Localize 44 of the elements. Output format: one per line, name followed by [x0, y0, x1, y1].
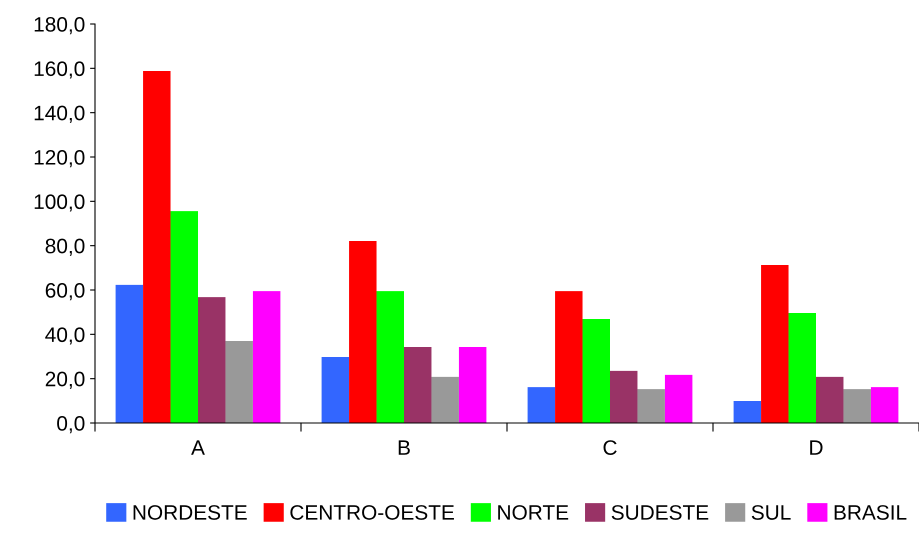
bar	[322, 356, 350, 423]
bar	[528, 387, 556, 423]
bar	[170, 211, 198, 423]
legend-label: CENTRO-OESTE	[290, 505, 454, 520]
legend-label: SUDESTE	[612, 505, 708, 520]
bar	[610, 370, 638, 423]
y-tick-label: 120,0	[34, 150, 84, 168]
bar	[870, 387, 898, 423]
bar	[734, 401, 762, 423]
bar	[637, 389, 665, 423]
bar	[431, 376, 459, 423]
bar	[816, 376, 844, 423]
bar	[664, 374, 692, 423]
x-tick-label: B	[398, 440, 410, 455]
bar	[116, 284, 144, 423]
y-tick-label: 160,0	[34, 61, 84, 79]
bar	[143, 70, 171, 423]
y-tick-label: 140,0	[34, 106, 84, 123]
bar	[349, 241, 377, 423]
x-tick-label: C	[604, 440, 617, 455]
y-tick-label: 180,0	[34, 17, 84, 34]
bar	[198, 297, 226, 423]
y-tick-label: 100,0	[34, 194, 84, 212]
bar	[225, 340, 253, 423]
y-tick-label: 20,0	[46, 372, 84, 389]
bar	[761, 264, 789, 423]
bar	[788, 313, 816, 423]
legend-label: BRASIL	[834, 505, 906, 520]
bar	[404, 346, 432, 423]
bar	[555, 291, 583, 423]
bar	[843, 389, 871, 423]
bar	[458, 346, 486, 423]
legend-label: NORTE	[498, 505, 568, 520]
bar	[582, 319, 610, 423]
y-tick-label: 40,0	[45, 327, 84, 345]
bar	[376, 291, 404, 423]
legend-label: NORDESTE	[134, 505, 247, 520]
x-tick-label: D	[810, 440, 823, 455]
y-tick-label: 80,0	[46, 238, 84, 256]
y-tick-label: 60,0	[46, 283, 84, 300]
y-tick-label: 0,0	[57, 416, 84, 434]
x-tick-label: A	[191, 440, 205, 455]
bar	[252, 291, 280, 423]
legend-label: SUL	[752, 505, 791, 520]
